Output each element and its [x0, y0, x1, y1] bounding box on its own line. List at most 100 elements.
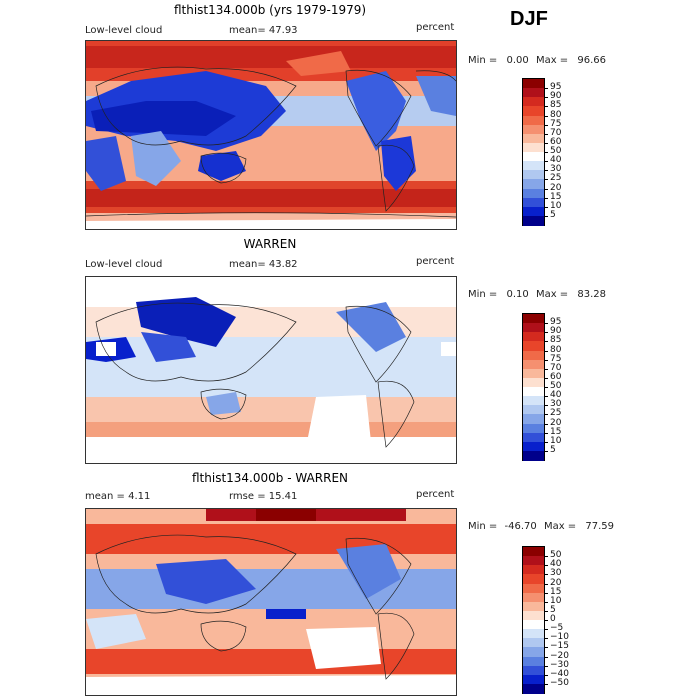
colorbar-swatch	[523, 161, 544, 171]
colorbar-swatch	[523, 674, 544, 685]
colorbar-tick	[544, 133, 548, 135]
colorbar-tick	[544, 206, 548, 208]
variable-label: Low-level cloud	[85, 25, 163, 36]
colorbar-swatch	[523, 647, 544, 657]
colorbar-swatch	[523, 350, 544, 361]
colorbar-tick-label: 90	[550, 326, 562, 337]
panel-title: flthist134.000b (yrs 1979-1979)	[173, 3, 367, 17]
colorbar-tick-label: 90	[550, 91, 562, 102]
colorbar-swatch	[523, 396, 544, 406]
rmse-label: rmse = 15.41	[229, 491, 298, 502]
colorbar-tick-label: 95	[550, 82, 562, 93]
colorbar-tick	[544, 359, 548, 361]
map-plot	[85, 40, 457, 230]
colorbar-tick	[544, 179, 548, 181]
colorbar-tick-label: 30	[550, 568, 562, 579]
colorbar-swatch	[523, 215, 544, 226]
colorbar-swatch	[523, 79, 544, 89]
colorbar-swatch	[523, 583, 544, 594]
colorbar-tick	[544, 592, 548, 594]
colorbar-swatch	[523, 432, 544, 443]
colorbar-tick	[544, 188, 548, 190]
colorbar-swatch	[523, 314, 544, 324]
colorbar-tick-label: −20	[550, 650, 569, 661]
colorbar-tick	[544, 423, 548, 425]
colorbar-swatch	[523, 387, 544, 397]
colorbar: 95 90 85 80 75 70 60 50 40 30 25 20 15 10 5	[522, 313, 561, 461]
mean-label: mean = 4.11	[85, 491, 151, 502]
colorbar-swatch	[523, 423, 544, 434]
colorbar-tick	[544, 432, 548, 434]
colorbar-tick-label: 80	[550, 109, 562, 120]
panel-title: flthist134.000b - WARREN	[191, 471, 348, 485]
colorbar-swatch	[523, 450, 544, 461]
colorbar-tick-label: −40	[550, 668, 569, 679]
colorbar-tick-label: 20	[550, 417, 562, 428]
colorbar-tick-label: 20	[550, 577, 562, 588]
colorbar-swatch	[523, 547, 544, 557]
colorbar-tick-label: 30	[550, 164, 562, 175]
colorbar-tick	[544, 88, 548, 90]
colorbar-swatch	[523, 133, 544, 144]
colorbar-swatch	[523, 405, 544, 415]
colorbar-swatch	[523, 414, 544, 424]
mean-label: mean= 47.93	[229, 25, 298, 36]
colorbar-tick	[544, 405, 548, 407]
colorbar-swatch	[523, 115, 544, 126]
colorbar-tick	[544, 161, 548, 163]
colorbar-tick	[544, 674, 548, 676]
colorbar-tick	[544, 414, 548, 416]
colorbar-swatch	[523, 610, 544, 621]
variable-label: Low-level cloud	[85, 259, 163, 270]
mean-label: mean= 43.82	[229, 259, 298, 270]
colorbar-tick	[544, 620, 548, 621]
colorbar-tick	[544, 396, 548, 398]
max-value: 77.59	[585, 521, 614, 532]
min-max-readout: Min = 0.00 Max = 96.66	[468, 55, 606, 66]
colorbar-tick	[544, 556, 548, 558]
colorbar-tick	[544, 97, 548, 99]
colorbar-tick-label: 5	[550, 209, 556, 220]
min-value: 0.00	[506, 55, 529, 66]
colorbar-tick-label: 30	[550, 399, 562, 410]
colorbar-tick-label: 15	[550, 426, 562, 437]
colorbar-tick-label: 50	[550, 146, 562, 156]
colorbar-tick-label: 5	[550, 444, 556, 455]
colorbar-tick	[544, 368, 548, 370]
max-label: Max =	[535, 55, 569, 66]
colorbar-swatch	[523, 206, 544, 217]
colorbar-tick-label: 40	[550, 390, 562, 401]
colorbar-tick-label: −15	[550, 641, 569, 652]
colorbar-swatch	[523, 683, 544, 694]
colorbar-tick-label: 25	[550, 408, 562, 419]
colorbar-swatch	[523, 197, 544, 208]
colorbar-tick-label: 10	[550, 595, 562, 606]
colorbar-tick-label: 20	[550, 182, 562, 193]
min-label: Min =	[468, 289, 498, 300]
colorbar-swatch	[523, 332, 544, 342]
colorbar-tick	[544, 601, 548, 603]
units-label: percent	[416, 22, 455, 33]
colorbar-tick	[544, 115, 548, 117]
panel-title: WARREN	[243, 237, 297, 251]
map-plot	[85, 276, 457, 464]
season-label: DJF	[510, 8, 548, 30]
colorbar-swatch	[523, 368, 544, 379]
colorbar-tick	[544, 638, 548, 640]
colorbar-tick	[544, 142, 548, 144]
colorbar-tick	[544, 215, 548, 217]
colorbar-tick	[544, 197, 548, 199]
units-label: percent	[416, 256, 455, 267]
max-label: Max =	[535, 289, 569, 300]
colorbar-swatch	[523, 565, 544, 575]
colorbar-tick-label: 50	[550, 381, 562, 391]
colorbar-tick	[544, 124, 548, 126]
max-label: Max =	[543, 521, 577, 532]
colorbar-swatch	[523, 592, 544, 603]
colorbar-swatch	[523, 441, 544, 452]
colorbar-tick-label: 80	[550, 344, 562, 355]
colorbar-tick-label: 70	[550, 362, 562, 373]
colorbar-tick-label: 25	[550, 173, 562, 184]
colorbar-swatch	[523, 88, 544, 98]
colorbar-tick-label: 50	[550, 550, 562, 561]
